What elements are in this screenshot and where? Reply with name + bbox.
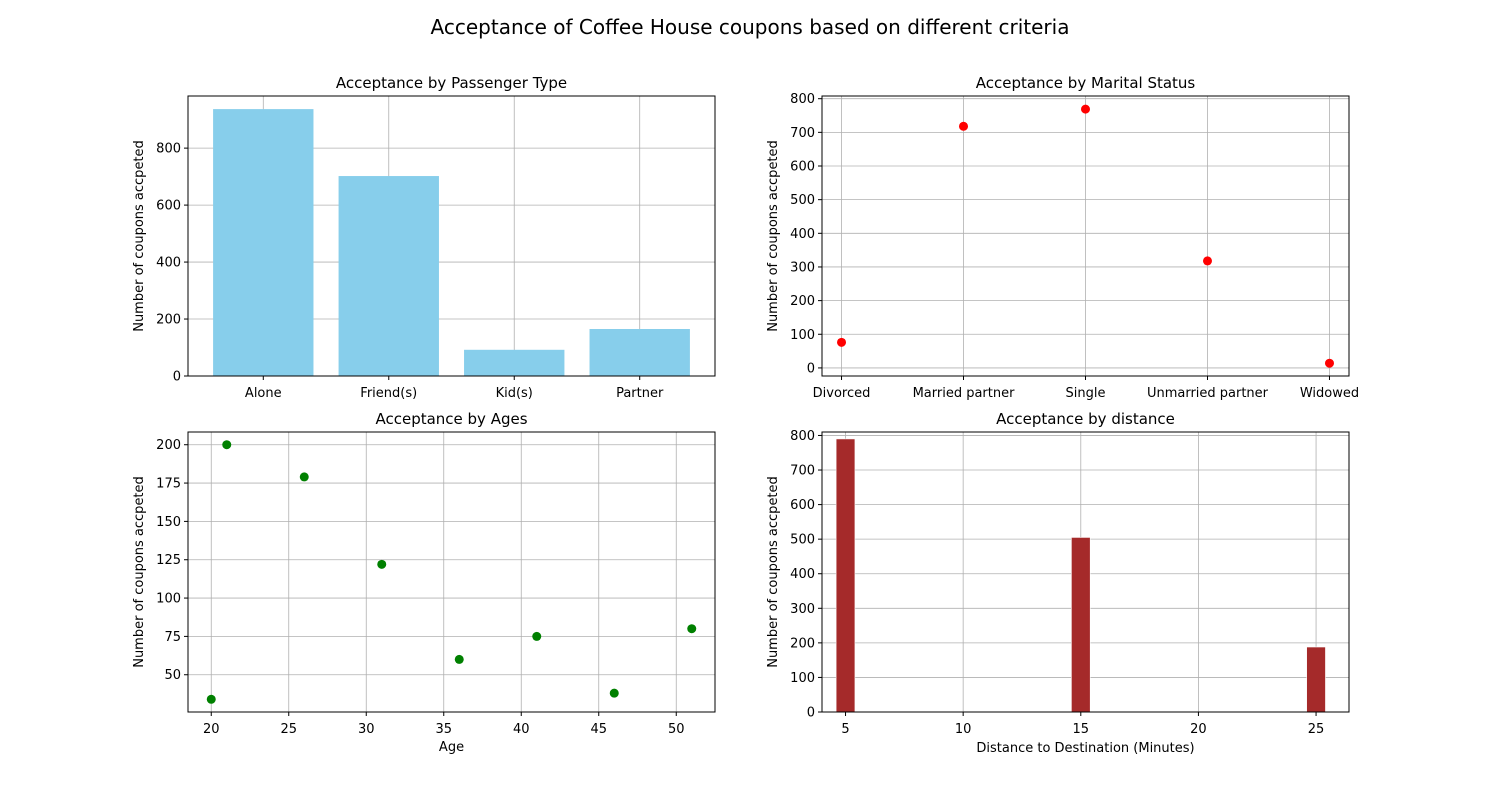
y-tick-label: 300 (790, 260, 815, 275)
panel-title: Acceptance by Marital Status (976, 74, 1196, 92)
data-point (377, 559, 387, 569)
y-tick-label: 800 (156, 142, 181, 157)
y-tick-label: 600 (156, 199, 181, 214)
data-point (299, 472, 309, 482)
y-tick-label: 600 (790, 498, 815, 513)
y-axis-label: Number of coupons accpeted (766, 476, 781, 668)
y-tick-label: 300 (790, 602, 815, 617)
x-tick-label: 15 (1073, 722, 1090, 737)
y-tick-label: 50 (164, 668, 181, 683)
x-tick-label: 20 (1190, 722, 1207, 737)
y-axis-label: Number of coupons accpeted (766, 140, 781, 332)
y-tick-label: 400 (156, 256, 181, 271)
y-tick-label: 175 (156, 477, 181, 492)
panel-marital-status: Acceptance by Marital Status Number of c… (766, 74, 1359, 401)
y-tick-label: 0 (807, 361, 815, 376)
x-tick-label: Friend(s) (360, 386, 417, 401)
y-tick-label: 500 (790, 193, 815, 208)
panel-title: Acceptance by Passenger Type (336, 74, 567, 92)
panel-title: Acceptance by Ages (375, 410, 527, 428)
y-tick-label: 150 (156, 515, 181, 530)
x-tick-label: 50 (668, 722, 685, 737)
data-point (222, 440, 232, 450)
y-tick-label: 100 (790, 328, 815, 343)
y-tick-label: 800 (790, 92, 815, 107)
bar (338, 176, 439, 376)
y-tick-label: 400 (790, 567, 815, 582)
y-tick-label: 0 (807, 706, 815, 721)
y-tick-label: 100 (156, 592, 181, 607)
figure-title: Acceptance of Coffee House coupons based… (431, 15, 1070, 39)
plot-frame (187, 431, 716, 713)
plot-frame (187, 95, 716, 377)
data-point (687, 624, 697, 634)
data-point (1081, 104, 1090, 114)
x-tick-label: Alone (245, 386, 282, 401)
bar (589, 329, 690, 376)
y-tick-label: 100 (790, 671, 815, 686)
y-tick-label: 700 (790, 126, 815, 141)
bar (1306, 646, 1326, 713)
bar (213, 109, 314, 376)
y-tick-label: 400 (790, 227, 815, 242)
data-point (532, 631, 542, 641)
y-tick-label: 200 (156, 313, 181, 328)
y-axis-label: Number of coupons accpeted (132, 476, 147, 668)
plot-frame (821, 431, 1350, 713)
panel-passenger-type: Acceptance by Passenger Type Number of c… (132, 74, 716, 401)
x-tick-label: 20 (203, 722, 220, 737)
bar (835, 438, 856, 713)
y-tick-label: 200 (156, 438, 181, 453)
data-point (1202, 256, 1212, 266)
panel-ages: Acceptance by Ages Number of coupons acc… (132, 410, 716, 755)
data-point (959, 121, 969, 131)
y-tick-label: 0 (173, 370, 181, 385)
x-axis-label: Age (439, 740, 464, 755)
x-tick-label: 10 (955, 722, 972, 737)
x-tick-label: 5 (841, 722, 849, 737)
bar (1071, 537, 1091, 713)
x-tick-label: 45 (590, 722, 607, 737)
data-point (206, 694, 216, 704)
panel-title: Acceptance by distance (996, 410, 1175, 428)
y-tick-label: 800 (790, 429, 815, 444)
x-tick-label: Kid(s) (496, 386, 533, 401)
y-tick-label: 200 (790, 294, 815, 309)
y-tick-label: 200 (790, 636, 815, 651)
data-point (1324, 358, 1334, 368)
data-point (837, 337, 847, 347)
y-tick-label: 700 (790, 464, 815, 479)
y-tick-label: 600 (790, 160, 815, 175)
y-tick-label: 125 (156, 553, 181, 568)
y-axis-label: Number of coupons accpeted (132, 140, 147, 332)
x-tick-label: Unmarried partner (1147, 386, 1269, 401)
panel-distance: Acceptance by distance Number of coupons… (766, 410, 1350, 756)
x-tick-label: Single (1066, 386, 1106, 401)
x-tick-label: Widowed (1300, 386, 1359, 401)
bar (464, 349, 565, 376)
x-tick-label: Married partner (913, 386, 1016, 401)
x-tick-label: 30 (358, 722, 375, 737)
x-tick-label: 25 (1308, 722, 1325, 737)
y-tick-label: 75 (164, 630, 181, 645)
x-tick-label: Divorced (813, 386, 871, 401)
x-tick-label: Partner (616, 386, 664, 401)
x-axis-label: Distance to Destination (Minutes) (976, 741, 1194, 756)
y-tick-label: 500 (790, 533, 815, 548)
data-point (454, 654, 464, 664)
x-tick-label: 25 (280, 722, 297, 737)
x-tick-label: 35 (435, 722, 452, 737)
x-tick-label: 40 (513, 722, 530, 737)
data-point (609, 688, 619, 698)
